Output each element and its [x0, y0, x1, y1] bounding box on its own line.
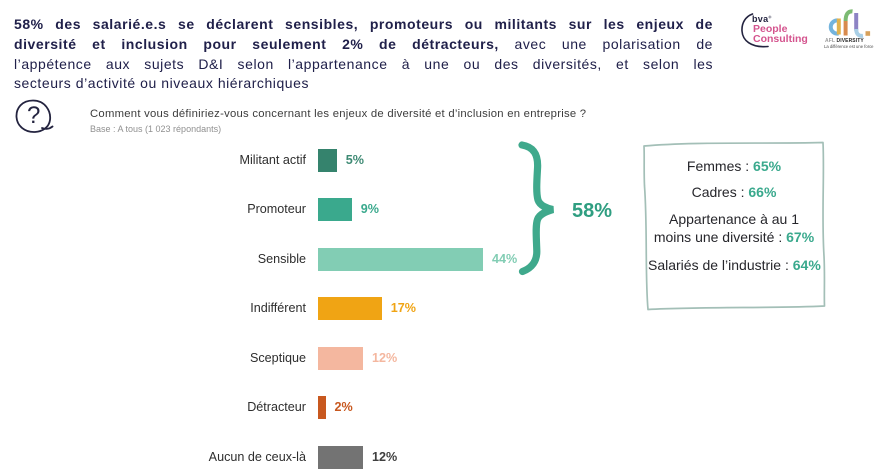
- bva-logo-line2: Consulting: [753, 33, 808, 45]
- bva-logo-name: bva®: [752, 13, 772, 24]
- bar-category-label: Promoteur: [247, 202, 306, 216]
- headline: 58% des salarié.e.s se déclarent sensibl…: [14, 15, 713, 94]
- headline-line-1: 58% des salarié.e.s se déclarent sensibl…: [14, 16, 713, 32]
- headline-line-3: l’appétence aux sujets D&I selon l’appar…: [14, 55, 713, 72]
- bar-6: [318, 396, 326, 419]
- bva-logo-line1: People: [753, 23, 788, 35]
- afl-letters-icon: [828, 9, 871, 38]
- bar-value-label: 9%: [360, 202, 379, 216]
- note-row-cadres: Cadres : 66%: [691, 184, 777, 200]
- bva-arc-icon: [741, 13, 769, 48]
- note-row-diversite-line1: Appartenance à au 1: [669, 211, 799, 227]
- bar-value-label: 44%: [492, 251, 518, 266]
- bar-value-label: 2%: [334, 400, 353, 414]
- note-row-femmes: Femmes : 65%: [686, 158, 782, 174]
- afl-diversity-logo: AFL DIVERSITY La différence est une forc…: [822, 6, 882, 56]
- bar-4: [318, 297, 382, 320]
- chart-row-1: Militant actif 5%: [0, 148, 680, 172]
- annotation-box-border: [643, 141, 826, 311]
- group-total-value: 58%: [572, 200, 613, 222]
- afl-logo-tagline: La différence est une force: [824, 44, 874, 49]
- bar-1: [318, 148, 337, 172]
- headline-line-2: diversité et inclusion pour seulement 2%…: [14, 35, 713, 52]
- chart-row-3: Sensible 44%: [0, 247, 680, 271]
- chart-row-4: Indifférent 17%: [0, 297, 680, 320]
- headline-line-4: secteurs d’activité ou niveaux hiérarchi…: [14, 75, 310, 92]
- chart-row-7: Aucun de ceux-là 12%: [0, 445, 680, 469]
- svg-text:?: ?: [27, 102, 40, 129]
- question-mark-icon: ?: [15, 99, 54, 133]
- chart-row-5: Sceptique 12%: [0, 346, 680, 370]
- bar-3: [318, 247, 483, 271]
- bar-value-label: 12%: [372, 449, 398, 464]
- bar-category-label: Indifférent: [250, 301, 306, 315]
- bar-5: [318, 346, 363, 370]
- bva-people-consulting-logo: bva® People Consulting: [737, 8, 817, 56]
- bar-value-label: 12%: [372, 350, 398, 365]
- note-row-industrie: Salariés de l’industrie : 64%: [648, 257, 821, 273]
- bar-category-label: Sensible: [257, 251, 306, 266]
- bar-category-label: Détracteur: [247, 400, 306, 414]
- bar-value-label: 17%: [390, 301, 416, 315]
- bar-value-label: 5%: [345, 152, 364, 167]
- chart-row-2: Promoteur 9%: [0, 198, 680, 221]
- bar-category-label: Militant actif: [239, 152, 307, 167]
- bar-2: [318, 198, 352, 221]
- chart-row-6: Détracteur 2%: [0, 396, 680, 419]
- bva-trademark: ®: [768, 14, 772, 19]
- question-base: Base : A tous (1 023 répondants): [90, 124, 222, 134]
- bar-category-label: Sceptique: [249, 350, 306, 365]
- brace-icon: [518, 141, 555, 276]
- question-text: Comment vous définiriez-vous concernant …: [90, 108, 587, 120]
- note-row-diversite-line2: moins une diversité : 67%: [653, 229, 815, 245]
- bar-7: [318, 445, 363, 469]
- afl-logo-name: AFL DIVERSITY: [825, 37, 864, 44]
- bar-category-label: Aucun de ceux-là: [208, 449, 306, 464]
